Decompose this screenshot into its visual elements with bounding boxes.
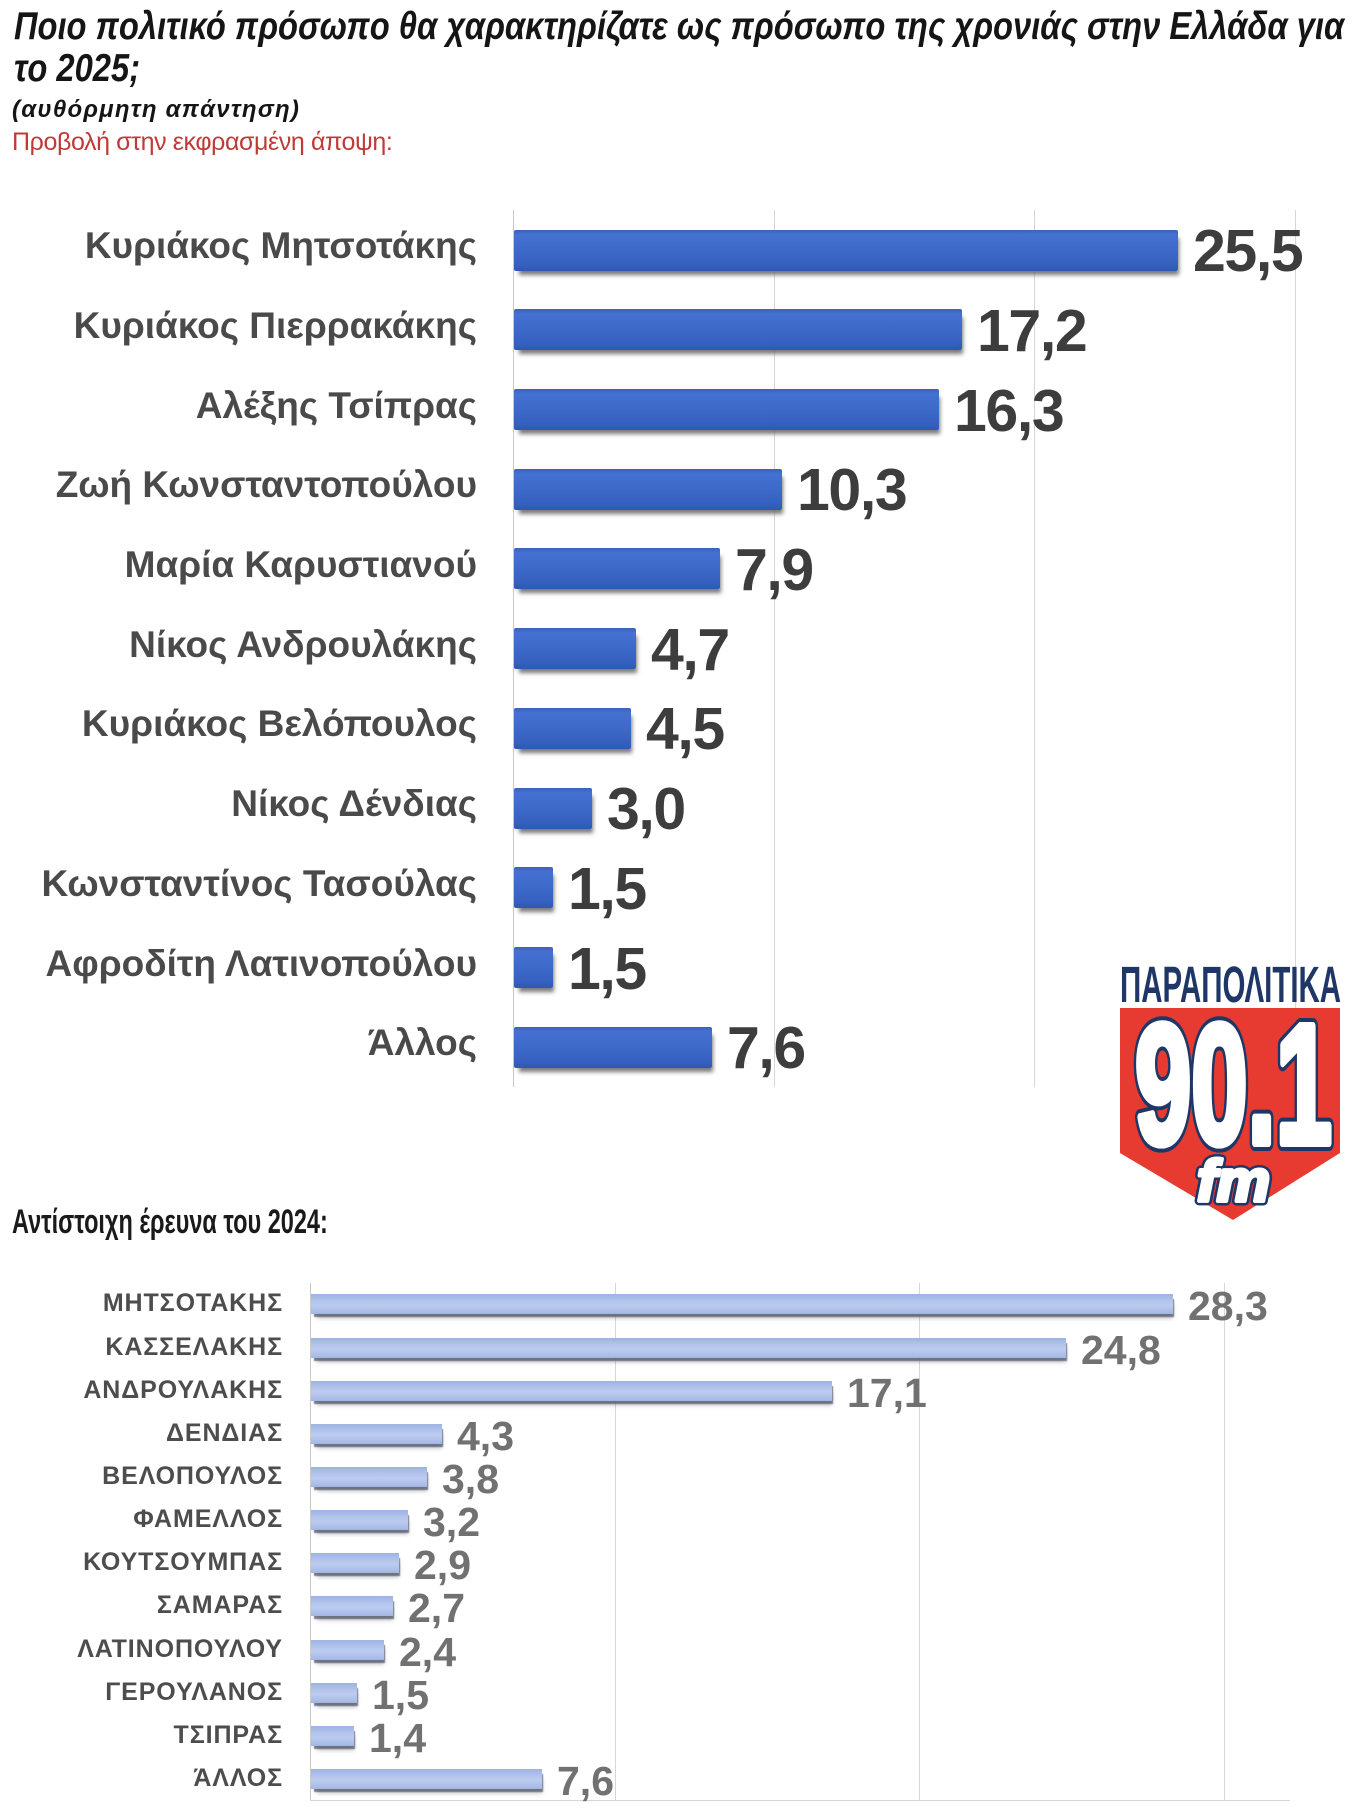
svg-text:90.1: 90.1 <box>1135 990 1332 1180</box>
svg-text:ΠΑΡΑΠΟΛΙΤΙΚΑ: ΠΑΡΑΠΟΛΙΤΙΚΑ <box>1120 963 1341 1013</box>
svg-text:fm: fm <box>1197 1149 1270 1214</box>
svg-text:90.1: 90.1 <box>1135 990 1332 1180</box>
svg-text:fm: fm <box>1197 1149 1270 1214</box>
